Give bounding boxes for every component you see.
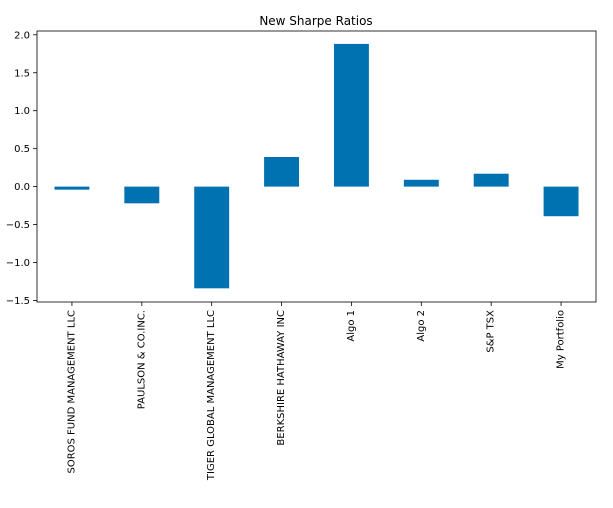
bar-2 (124, 186, 160, 204)
bar-5 (333, 43, 369, 187)
x-tick-label: Algo 2 (416, 310, 427, 342)
x-tick-label: Algo 1 (346, 310, 357, 342)
y-tick-label: −1.0 (6, 258, 30, 269)
plot-frame (36, 30, 597, 303)
bar-8 (543, 186, 579, 217)
x-tick-label: PAULSON & CO.INC. (136, 310, 147, 409)
x-tick-label: SOROS FUND MANAGEMENT LLC (66, 310, 77, 474)
x-tick-label: BERKSHIRE HATHAWAY INC (276, 310, 287, 446)
bar-6 (403, 179, 439, 187)
y-tick-label: −0.5 (6, 220, 30, 231)
x-axis: SOROS FUND MANAGEMENT LLC PAULSON & CO.IN… (66, 302, 567, 481)
x-tick-label: TIGER GLOBAL MANAGEMENT LLC (206, 310, 217, 481)
bar-4 (264, 157, 300, 187)
y-tick-label: −1.5 (6, 296, 30, 307)
bars-group (54, 43, 579, 289)
bar-3 (194, 186, 230, 289)
y-tick-label: 1.0 (14, 106, 30, 117)
y-axis: −1.5 −1.0 −0.5 0.0 0.5 1.0 1.5 2.0 (6, 30, 37, 307)
y-tick-label: 2.0 (14, 30, 30, 41)
x-tick-label: My Portfolio (556, 310, 567, 369)
y-tick-label: 0.0 (14, 182, 30, 193)
x-tick-label: S&P TSX (486, 310, 497, 353)
chart-title: New Sharpe Ratios (259, 14, 372, 28)
bar-7 (473, 173, 509, 187)
bar-1 (54, 186, 90, 190)
y-tick-label: 0.5 (14, 144, 30, 155)
y-tick-label: 1.5 (14, 68, 30, 79)
